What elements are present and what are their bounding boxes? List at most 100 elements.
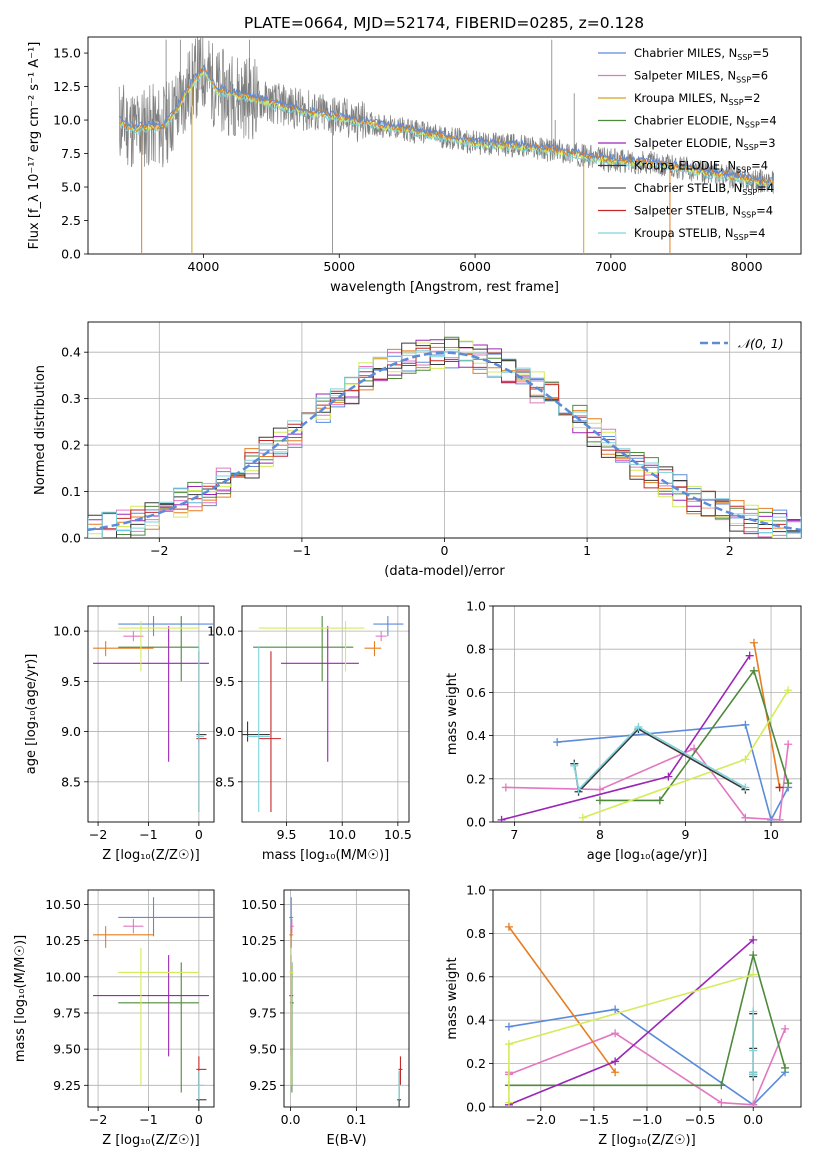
x-tick-label: −2 xyxy=(89,827,107,842)
x-tick-label: −0.5 xyxy=(685,1112,715,1127)
ssp-weight-marker xyxy=(611,1057,620,1066)
legend-entry: Chabrier STELIB, NSSP=4 xyxy=(634,181,774,197)
x-tick-label: 1 xyxy=(583,543,591,558)
x-tick-label: 6000 xyxy=(459,259,491,274)
x-tick-label: 0.0 xyxy=(743,1112,763,1127)
x-tick-label: 10.5 xyxy=(384,827,412,842)
y-tick-label: 0.3 xyxy=(61,391,81,406)
x-axis-label: E(B-V) xyxy=(326,1133,366,1148)
age_vs_Z-axes: −2 −1 0 8.5 9.0 9.5 10.0 Z [log₁₀(Z/Z☉)] age [lo… xyxy=(24,605,215,863)
ssp-weight-marker xyxy=(749,1100,758,1107)
y-tick-label: 9.5 xyxy=(215,674,235,689)
ssp-weight-marker xyxy=(717,1098,726,1107)
x-tick-label: 0.1 xyxy=(346,1112,366,1127)
ssp-weight-line xyxy=(501,655,751,821)
y-axis-label: mass weight xyxy=(445,673,460,755)
ssp-weight-marker xyxy=(504,1098,513,1107)
ssp-weight-line xyxy=(508,926,616,1073)
ssp-weight-marker xyxy=(745,651,754,660)
y-tick-label: 10.0 xyxy=(53,113,81,128)
y-tick-label: 0.0 xyxy=(466,815,486,830)
ssp-weight-marker xyxy=(595,785,604,794)
x-tick-label: 8000 xyxy=(731,259,763,274)
ssp-weight-line xyxy=(505,744,789,821)
age_vs_Z-plot-area xyxy=(93,616,214,812)
y-tick-label: 0.4 xyxy=(466,1013,486,1028)
ssp-weight-marker xyxy=(781,1063,790,1072)
axes-frame xyxy=(87,605,215,823)
ssp-weight-line xyxy=(508,973,754,1103)
y-tick-label: 9.50 xyxy=(249,1042,277,1057)
y-tick-label: 0.2 xyxy=(466,771,486,786)
axes-frame xyxy=(241,605,410,823)
y-tick-label: 10.0 xyxy=(53,624,81,639)
model-spectrum xyxy=(119,69,774,190)
ssp-weight-marker xyxy=(749,1068,758,1077)
y-tick-label: 9.25 xyxy=(249,1078,277,1093)
y-tick-label: 10.00 xyxy=(241,969,277,984)
y-tick-label: 5.0 xyxy=(61,180,81,195)
x-axis-label: wavelength [Angstrom, rest frame] xyxy=(330,280,559,295)
y-tick-label: 0.0 xyxy=(61,531,81,546)
ssp-weight-line xyxy=(508,1008,786,1106)
residuals-axes: −2 −1 0 1 2 0.0 0.1 0.2 0.3 0.4 (data-model)/error… xyxy=(33,321,802,579)
ssp-weight-line xyxy=(508,951,786,1087)
y-tick-label: 10.25 xyxy=(45,933,81,948)
y-tick-label: 9.75 xyxy=(249,1005,277,1020)
y-tick-label: 9.75 xyxy=(53,1005,81,1020)
ssp-weight-marker xyxy=(749,935,758,944)
y-tick-label: 10.50 xyxy=(45,897,81,912)
ssp-weight-marker xyxy=(784,779,793,788)
y-tick-label: 10.0 xyxy=(207,624,235,639)
y-tick-label: 0.2 xyxy=(466,1056,486,1071)
y-tick-label: 2.5 xyxy=(61,213,81,228)
weight_vs_Z-plot-area xyxy=(504,922,790,1107)
ssp-weight-marker xyxy=(634,722,643,731)
x-axis-label: (data-model)/error xyxy=(384,564,505,579)
y-tick-label: 0.4 xyxy=(466,728,486,743)
axes-frame xyxy=(492,889,802,1108)
y-tick-label: 10.00 xyxy=(45,969,81,984)
x-tick-label: 5000 xyxy=(323,259,355,274)
ssp-weight-marker xyxy=(501,783,510,792)
y-axis-label: mass [log₁₀(M/M☉)] xyxy=(13,935,28,1062)
legend-entry: Kroupa STELIB, NSSP=4 xyxy=(634,226,765,242)
x-tick-label: −2 xyxy=(89,1112,107,1127)
x-tick-label: 9 xyxy=(682,827,690,842)
ssp-weight-marker xyxy=(749,1007,758,1016)
x-axis-label: Z [log₁₀(Z/Z☉)] xyxy=(102,848,199,863)
ssp-weight-marker xyxy=(611,1005,620,1014)
ssp-weight-marker xyxy=(741,783,750,792)
y-tick-label: 0.2 xyxy=(61,438,81,453)
legend-entry: Salpeter STELIB, NSSP=4 xyxy=(634,204,773,220)
spectrum-axes: 4000 5000 6000 7000 8000 0.0 2.5 5.0 7.5 10.0 12.5… xyxy=(27,36,802,295)
model-spectrum xyxy=(118,65,774,186)
x-tick-label: −1 xyxy=(293,543,311,558)
x-tick-label: −2.0 xyxy=(526,1112,556,1127)
x-tick-label: 10.0 xyxy=(328,827,356,842)
y-tick-label: 9.5 xyxy=(61,674,81,689)
ssp-weight-line xyxy=(557,723,789,822)
observed-spectrum xyxy=(118,37,774,194)
y-tick-label: 0.6 xyxy=(466,685,486,700)
x-tick-label: 10 xyxy=(763,827,779,842)
y-tick-label: 0.0 xyxy=(61,247,81,262)
x-axis-label: Z [log₁₀(Z/Z☉)] xyxy=(102,1133,199,1148)
legend-entry: Chabrier ELODIE, NSSP=4 xyxy=(634,114,777,130)
ssp-weight-marker xyxy=(664,772,673,781)
mass_vs_Z-plot-area xyxy=(93,897,214,1107)
ssp-weight-marker xyxy=(775,783,784,792)
age_vs_mass-plot-area xyxy=(242,616,404,812)
mass_vs_ebv-axes: 0.0 0.1 9.25 9.50 9.75 10.00 10.25 10.50 E(B-V) xyxy=(241,889,410,1148)
x-tick-label: 2 xyxy=(726,543,734,558)
y-axis-label: Flux [f_λ 10⁻¹⁷ erg cm⁻² s⁻¹ A⁻¹] xyxy=(27,42,42,250)
ssp-weight-marker xyxy=(749,951,758,960)
normal-curve xyxy=(88,351,801,532)
y-tick-label: 0.1 xyxy=(61,484,81,499)
y-tick-label: 7.5 xyxy=(61,146,81,161)
ssp-weight-marker xyxy=(781,1024,790,1033)
ssp-weight-marker xyxy=(741,720,750,729)
x-tick-label: −2 xyxy=(150,543,168,558)
y-tick-label: 8.5 xyxy=(61,774,81,789)
y-tick-label: 1.0 xyxy=(466,599,486,614)
